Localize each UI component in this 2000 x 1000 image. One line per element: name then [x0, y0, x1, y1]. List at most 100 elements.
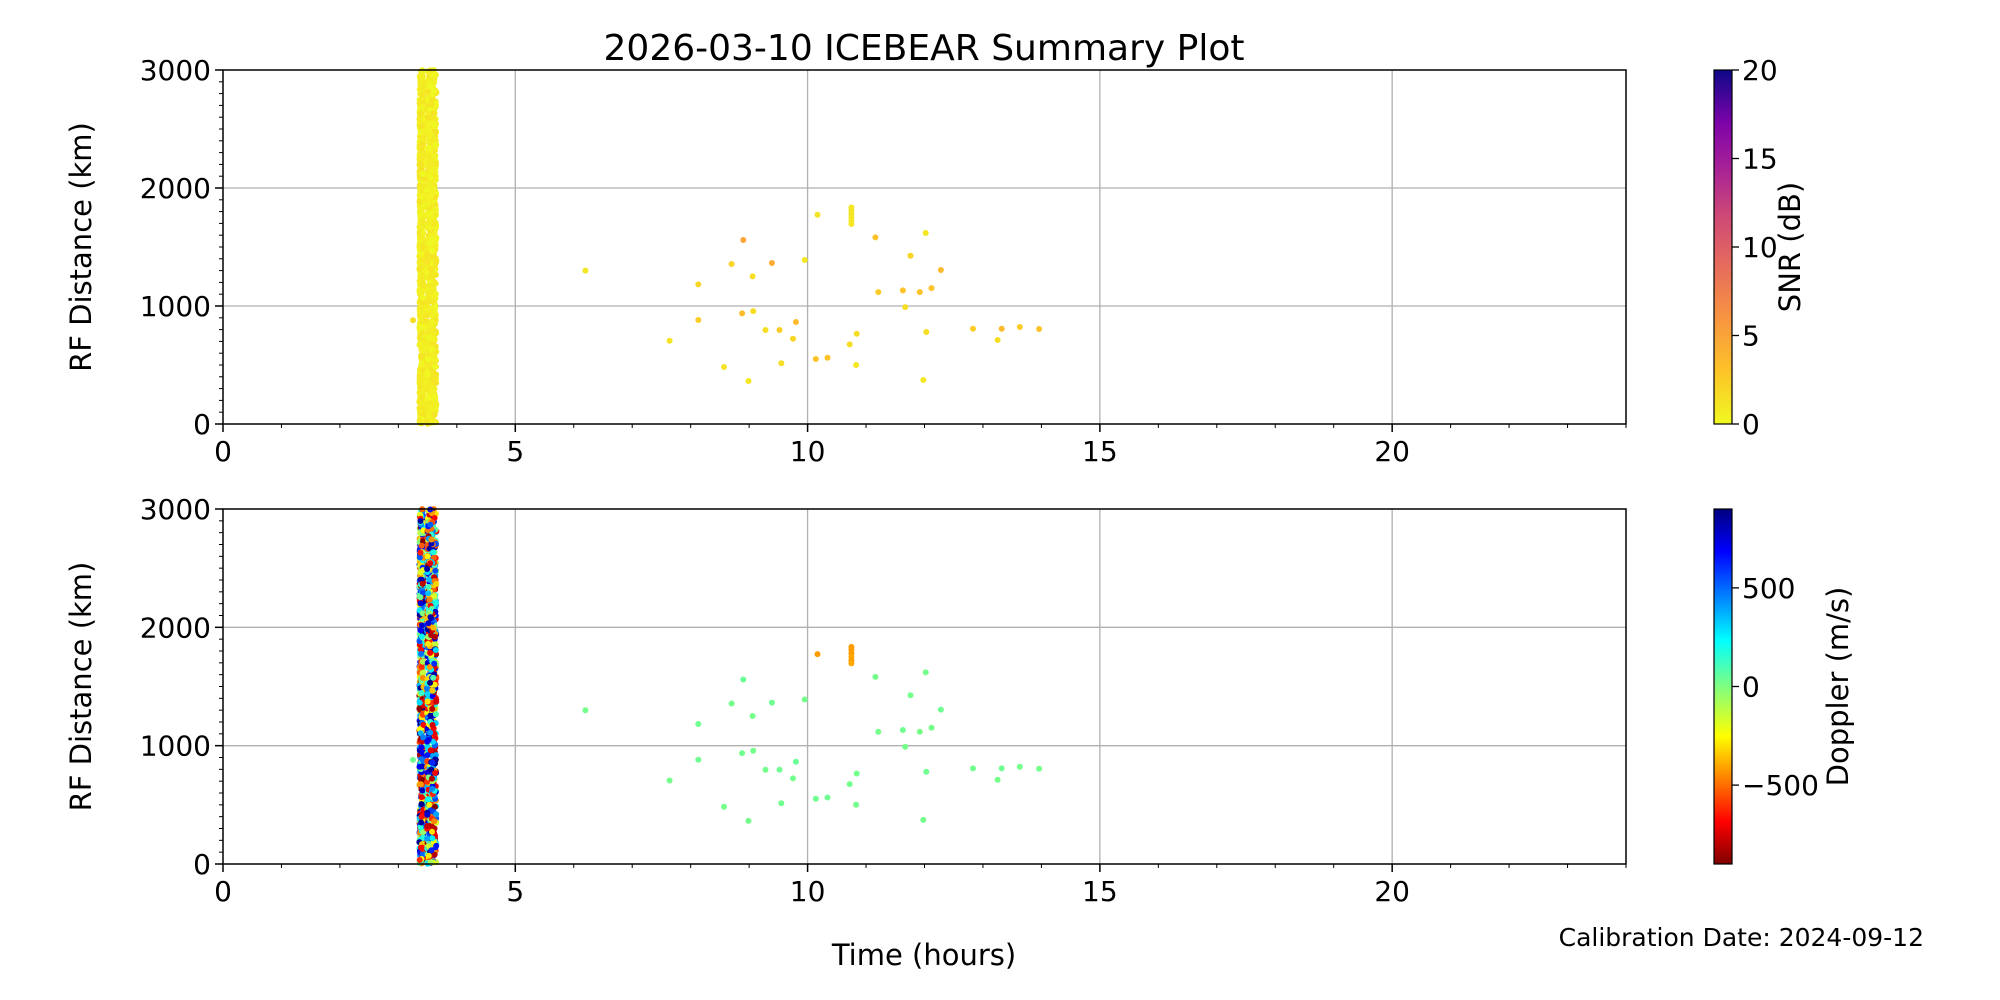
x-tick-label: 15	[1082, 435, 1118, 468]
colorbar	[1713, 508, 1733, 865]
data-point	[427, 210, 434, 217]
data-point	[425, 640, 432, 647]
colorbar-tick-label: 0	[1742, 408, 1760, 441]
data-point	[998, 765, 1005, 772]
data-point	[428, 632, 435, 639]
data-point	[416, 417, 423, 423]
x-tick-label: 5	[506, 435, 524, 468]
data-point	[430, 549, 437, 556]
data-point	[432, 201, 439, 208]
data-point	[768, 699, 775, 706]
data-point	[427, 240, 434, 247]
data-point	[428, 97, 435, 104]
data-point	[920, 377, 927, 383]
data-point	[418, 813, 425, 820]
data-point	[424, 685, 431, 692]
data-point	[426, 157, 433, 164]
data-point	[433, 698, 440, 705]
data-point	[928, 724, 935, 731]
data-point	[424, 246, 431, 252]
data-point	[424, 259, 431, 265]
data-point	[427, 747, 434, 754]
x-axis-label: Time (hours)	[831, 938, 1016, 972]
data-point	[695, 281, 702, 288]
data-point	[792, 758, 799, 765]
data-point	[433, 402, 440, 409]
data-point	[429, 828, 435, 835]
data-point	[425, 144, 432, 151]
y-tick-label: 1000	[140, 730, 211, 763]
data-point	[430, 185, 437, 192]
data-point	[429, 266, 436, 273]
data-point	[419, 171, 426, 178]
data-point	[872, 234, 879, 241]
data-point	[428, 540, 435, 547]
data-point	[428, 407, 435, 414]
data-point	[778, 360, 785, 367]
data-point	[433, 842, 440, 849]
data-point	[433, 141, 440, 148]
data-point	[416, 699, 423, 706]
data-point	[425, 796, 432, 803]
data-point	[740, 237, 747, 243]
data-point	[416, 115, 423, 122]
data-point	[429, 346, 436, 352]
data-point	[418, 374, 425, 380]
data-point	[410, 317, 416, 324]
data-point	[902, 304, 909, 311]
data-point	[418, 103, 425, 110]
data-point	[739, 310, 746, 317]
y-tick-label: 2000	[140, 172, 211, 205]
data-point	[418, 744, 425, 751]
data-point	[432, 271, 439, 278]
data-point	[424, 811, 431, 818]
data-point	[790, 335, 796, 342]
data-point	[418, 663, 425, 670]
data-point	[416, 857, 423, 863]
data-point	[432, 364, 438, 371]
data-point	[419, 580, 426, 587]
data-point	[424, 835, 431, 842]
y-tick-label: 0	[193, 408, 211, 441]
data-point	[695, 756, 702, 763]
data-point	[419, 347, 426, 354]
data-point	[428, 335, 435, 342]
data-point	[745, 378, 752, 384]
data-point	[425, 150, 432, 157]
data-point	[428, 536, 435, 543]
data-point	[430, 624, 437, 631]
data-point	[417, 110, 424, 117]
data-point	[424, 251, 431, 258]
data-point	[739, 750, 746, 757]
data-point	[848, 221, 855, 227]
data-point	[427, 174, 434, 181]
data-point	[425, 583, 432, 590]
data-point	[417, 627, 424, 634]
data-point	[801, 696, 808, 703]
data-point	[417, 341, 424, 348]
data-point	[419, 622, 425, 629]
data-point	[427, 307, 434, 314]
data-point	[418, 361, 425, 368]
data-point	[762, 327, 769, 333]
data-point	[424, 690, 431, 697]
data-point	[431, 221, 438, 228]
data-point	[848, 660, 855, 667]
data-point	[424, 752, 431, 759]
data-point	[431, 851, 438, 858]
data-point	[416, 705, 423, 712]
data-point	[417, 549, 424, 556]
data-point	[745, 817, 752, 824]
data-point	[853, 801, 860, 808]
data-point	[429, 785, 436, 792]
data-point	[424, 553, 431, 560]
data-point	[428, 101, 435, 108]
colorbar-tick-label: 20	[1742, 54, 1778, 87]
data-point	[427, 649, 434, 656]
y-tick-label: 2000	[140, 611, 211, 644]
data-point	[431, 592, 438, 599]
colorbar-tick-label: 15	[1742, 143, 1778, 176]
data-point	[427, 82, 434, 89]
data-point	[425, 852, 432, 859]
